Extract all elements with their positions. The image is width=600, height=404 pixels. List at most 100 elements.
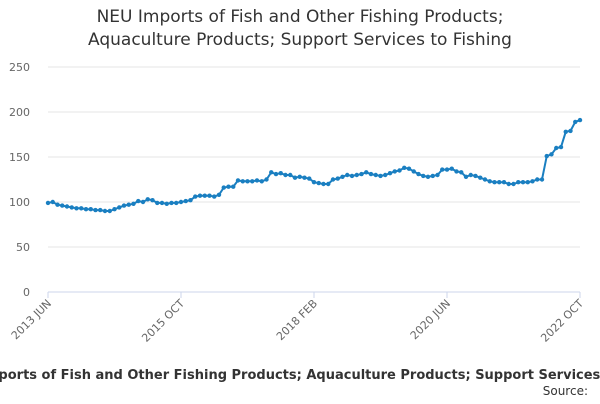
point <box>269 170 274 175</box>
point <box>74 206 79 211</box>
point <box>235 178 241 183</box>
point <box>440 167 445 172</box>
point <box>292 175 298 180</box>
point <box>121 203 127 208</box>
point <box>359 171 364 177</box>
point <box>207 193 212 198</box>
point <box>145 197 150 202</box>
point <box>368 171 374 177</box>
point <box>50 199 55 205</box>
point <box>226 184 231 189</box>
point <box>354 172 359 178</box>
point <box>93 207 98 213</box>
point <box>463 174 469 179</box>
point <box>425 174 431 179</box>
x-tick-label: 2018 FEB <box>274 297 320 343</box>
point <box>254 178 260 183</box>
footer-title: Imports of Fish and Other Fishing Produc… <box>0 368 600 383</box>
point <box>150 198 155 203</box>
point <box>577 117 583 123</box>
point <box>212 194 217 199</box>
point <box>140 199 146 205</box>
point <box>288 172 293 178</box>
point <box>202 193 207 198</box>
y-tick-label: 100 <box>9 196 30 209</box>
point <box>164 201 169 206</box>
point <box>397 168 402 173</box>
point <box>444 167 450 172</box>
point <box>449 166 454 171</box>
point <box>245 179 250 184</box>
point <box>544 153 549 159</box>
point <box>283 172 288 178</box>
point <box>411 169 416 174</box>
point <box>392 169 397 174</box>
point <box>430 173 435 179</box>
point <box>539 177 545 182</box>
point <box>506 181 511 187</box>
point <box>330 177 336 182</box>
chart-title: Aquaculture Products; Support Services t… <box>88 30 512 50</box>
point <box>459 170 464 175</box>
point <box>264 177 269 182</box>
point <box>178 199 184 205</box>
y-tick-label: 50 <box>16 241 30 254</box>
point <box>316 180 321 186</box>
point <box>88 207 93 212</box>
point <box>340 174 345 179</box>
point <box>563 129 568 134</box>
point <box>573 119 578 125</box>
point <box>321 181 326 187</box>
x-tick-label: 2015 OCT <box>139 297 187 345</box>
point <box>79 206 84 211</box>
source: Source: <box>543 384 588 398</box>
point <box>520 180 526 185</box>
point <box>197 193 203 198</box>
point <box>231 184 236 189</box>
y-tick-label: 200 <box>9 106 30 119</box>
point <box>478 175 483 180</box>
point <box>83 207 89 212</box>
point <box>107 208 112 214</box>
point <box>216 192 222 197</box>
point <box>525 180 530 185</box>
point <box>468 172 473 178</box>
point <box>159 200 165 206</box>
point <box>69 205 74 210</box>
point <box>373 172 378 178</box>
point <box>511 181 516 187</box>
point <box>131 201 136 206</box>
point <box>278 171 283 176</box>
point <box>188 198 193 203</box>
point <box>98 207 103 213</box>
point <box>535 177 540 182</box>
point <box>64 204 70 209</box>
x-tick-label: 2013 JUN <box>9 297 54 342</box>
point <box>492 180 497 185</box>
point <box>530 179 535 184</box>
point <box>473 173 478 179</box>
x-tick-label: 2022 OCT <box>538 297 586 345</box>
point <box>273 171 279 177</box>
point <box>554 145 559 151</box>
point <box>345 172 350 178</box>
point <box>311 180 317 185</box>
point <box>55 202 60 207</box>
point <box>383 172 388 178</box>
point <box>302 175 307 180</box>
point <box>364 170 369 175</box>
point <box>297 174 302 179</box>
x-tick-label: 2020 JUN <box>408 297 453 342</box>
point <box>387 171 393 176</box>
point <box>549 152 554 157</box>
point <box>501 180 507 185</box>
point <box>416 171 421 177</box>
point <box>174 200 179 206</box>
point <box>221 185 226 190</box>
series-line <box>47 119 581 212</box>
point <box>112 207 117 212</box>
y-tick-label: 150 <box>9 151 30 164</box>
y-tick-label: 250 <box>9 61 30 74</box>
